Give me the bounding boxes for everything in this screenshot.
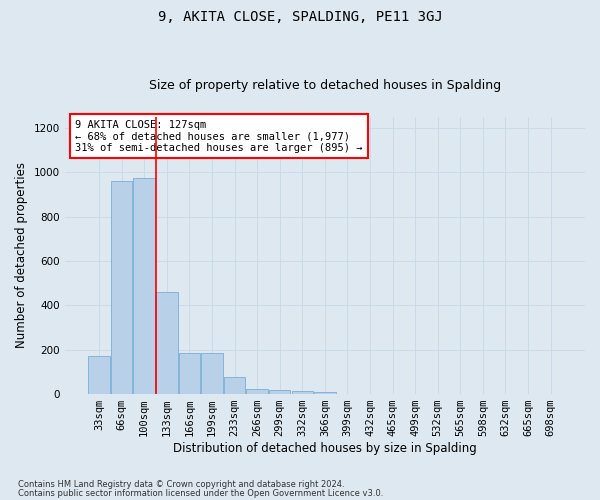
Bar <box>314 392 335 394</box>
Bar <box>292 391 313 394</box>
Y-axis label: Number of detached properties: Number of detached properties <box>15 162 28 348</box>
Bar <box>247 388 268 394</box>
Title: Size of property relative to detached houses in Spalding: Size of property relative to detached ho… <box>149 79 501 92</box>
X-axis label: Distribution of detached houses by size in Spalding: Distribution of detached houses by size … <box>173 442 477 455</box>
Bar <box>88 356 110 394</box>
Bar <box>201 353 223 394</box>
Bar <box>269 390 290 394</box>
Bar <box>156 292 178 394</box>
Text: 9, AKITA CLOSE, SPALDING, PE11 3GJ: 9, AKITA CLOSE, SPALDING, PE11 3GJ <box>158 10 442 24</box>
Bar <box>111 181 133 394</box>
Bar <box>179 353 200 394</box>
Bar <box>224 378 245 394</box>
Bar <box>133 178 155 394</box>
Text: Contains HM Land Registry data © Crown copyright and database right 2024.: Contains HM Land Registry data © Crown c… <box>18 480 344 489</box>
Text: Contains public sector information licensed under the Open Government Licence v3: Contains public sector information licen… <box>18 488 383 498</box>
Text: 9 AKITA CLOSE: 127sqm
← 68% of detached houses are smaller (1,977)
31% of semi-d: 9 AKITA CLOSE: 127sqm ← 68% of detached … <box>75 120 362 153</box>
